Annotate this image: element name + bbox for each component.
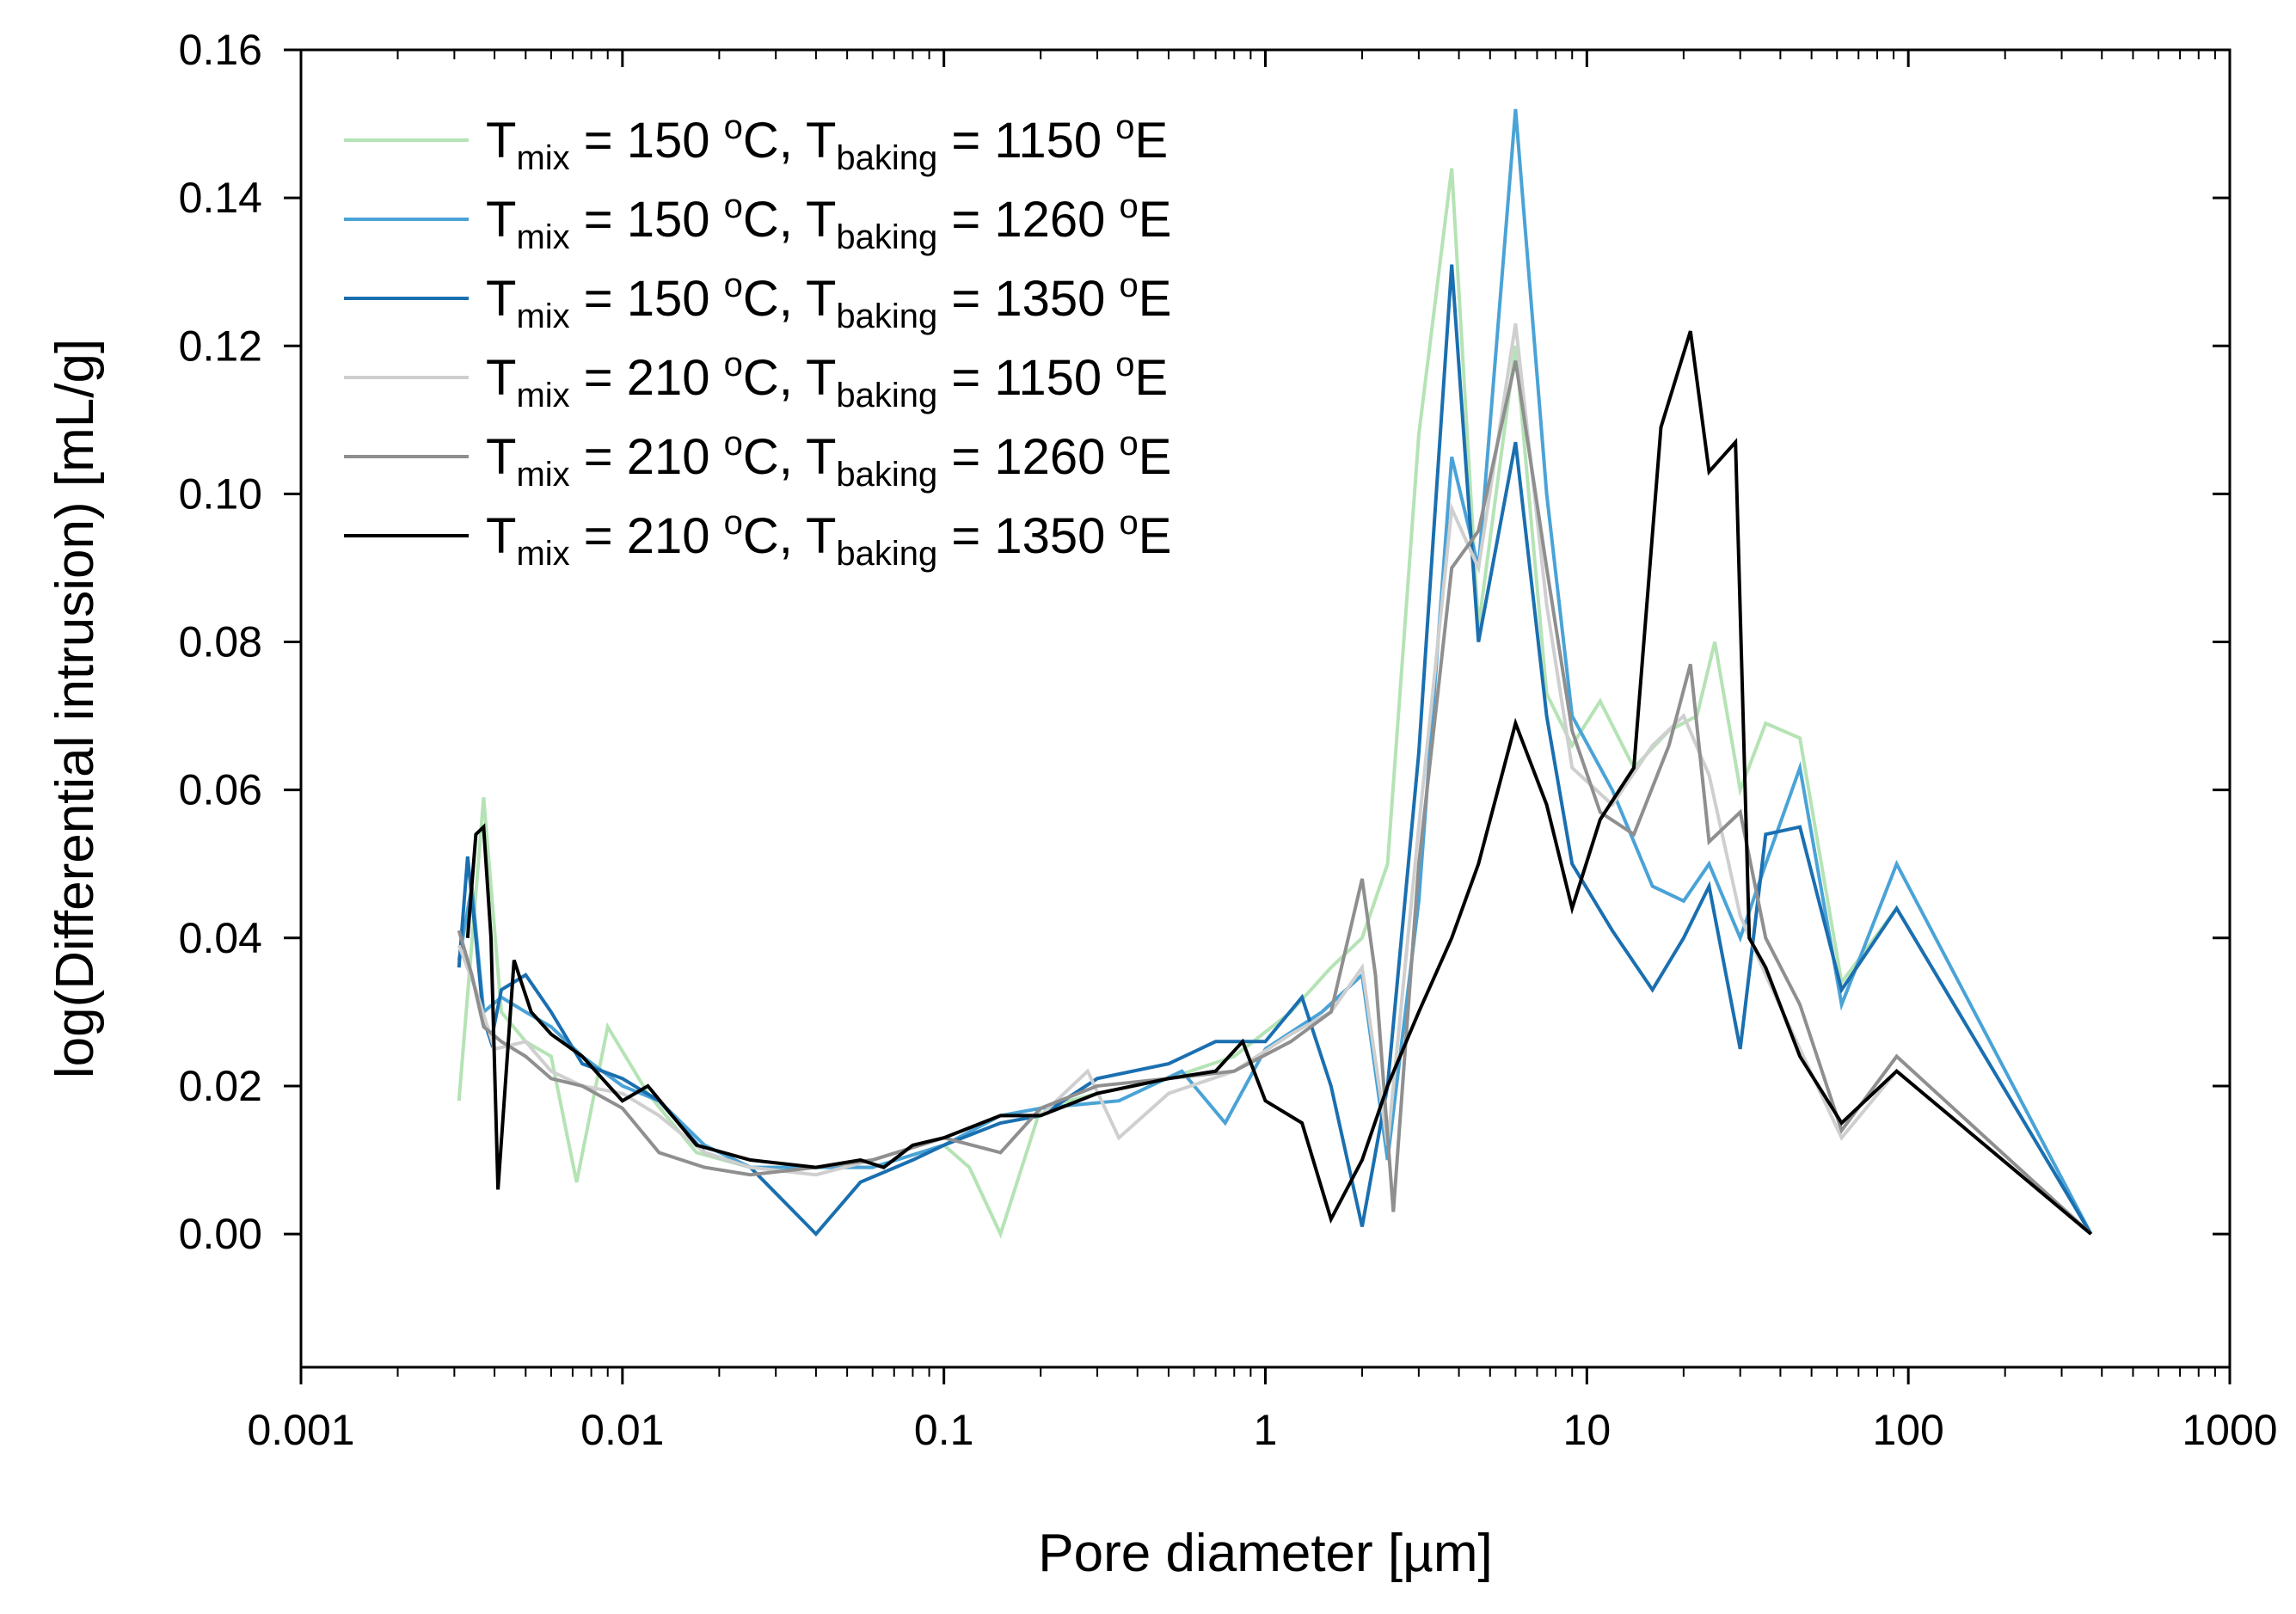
y-tick-label: 0.14	[179, 174, 262, 222]
axis-ticks: 0.001 0.01 0.1 1 10 100 1000 0.00 0.02 0.04 0.06 0.…	[179, 26, 2278, 1454]
plot-area-frame	[299, 48, 2232, 1369]
legend-label: Tmix = 210 oC, Tbaking = 1350 oE	[486, 504, 1171, 573]
legend-label-part: = 1350	[937, 508, 1119, 564]
legend-label: Tmix = 150 oC, Tbaking = 1150 oE	[486, 108, 1168, 177]
x-tick-label: 0.01	[580, 1406, 664, 1454]
legend-label-part: C, T	[743, 192, 837, 248]
legend-label: Tmix = 150 oC, Tbaking = 1350 oE	[486, 267, 1171, 335]
legend-label-part: = 1260	[937, 192, 1119, 248]
legend-label-part: mix	[516, 535, 569, 573]
legend-label-part: mix	[516, 218, 569, 256]
legend-label-part: E	[1139, 192, 1172, 248]
x-tick-label: 10	[1563, 1406, 1611, 1454]
legend-label-part: o	[1120, 187, 1139, 225]
legend-item-1: Tmix = 150 oC, Tbaking = 1150 oE	[344, 108, 1168, 177]
legend-label-part: mix	[516, 139, 569, 177]
legend-label: Tmix = 150 oC, Tbaking = 1260 oE	[486, 187, 1171, 256]
legend-label-part: C, T	[743, 113, 837, 169]
legend-item-3: Tmix = 150 oC, Tbaking = 1350 oE	[344, 267, 1171, 335]
legend-label-part: E	[1139, 508, 1172, 564]
legend-label-part: T	[486, 192, 516, 248]
legend-label-part: = 210	[570, 429, 724, 485]
legend-label-part: baking	[836, 535, 937, 573]
legend-label-part: T	[486, 508, 516, 564]
legend-label-part: C, T	[743, 508, 837, 564]
x-tick-label: 0.1	[914, 1406, 974, 1454]
legend-item-5: Tmix = 210 oC, Tbaking = 1260 oE	[344, 425, 1171, 494]
legend-label-part: o	[1120, 425, 1139, 463]
series-line-5	[457, 360, 2092, 1236]
legend-label-part: = 210	[570, 508, 724, 564]
legend-label-part: mix	[516, 298, 569, 335]
legend-label-part: T	[486, 271, 516, 327]
legend-label-part: mix	[516, 456, 569, 494]
data-series	[457, 108, 2093, 1239]
legend-label-part: baking	[836, 456, 937, 494]
legend-label-part: E	[1139, 271, 1172, 327]
series-line-6	[465, 330, 2092, 1236]
legend-label-part: o	[1120, 267, 1139, 304]
y-tick-label: 0.06	[179, 766, 262, 814]
legend-item-6: Tmix = 210 oC, Tbaking = 1350 oE	[344, 504, 1171, 573]
legend-label: Tmix = 210 oC, Tbaking = 1260 oE	[486, 425, 1171, 494]
x-tick-label: 1	[1254, 1406, 1278, 1454]
legend-label-part: C, T	[743, 429, 837, 485]
legend-item-2: Tmix = 150 oC, Tbaking = 1260 oE	[344, 187, 1171, 256]
legend-label-part: baking	[836, 377, 937, 414]
legend-label-part: mix	[516, 377, 569, 414]
legend-label-part: T	[486, 113, 516, 169]
legend-label-part: C, T	[743, 271, 837, 327]
y-tick-label: 0.16	[179, 26, 262, 74]
legend-label: Tmix = 210 oC, Tbaking = 1150 oE	[486, 346, 1168, 414]
legend-label-part: = 1150	[937, 350, 1115, 406]
x-axis-title: Pore diameter [µm]	[1038, 1524, 1492, 1583]
legend-label-part: T	[486, 350, 516, 406]
y-tick-label: 0.08	[179, 618, 262, 666]
legend-label-part: o	[724, 504, 743, 542]
y-tick-label: 0.10	[179, 469, 262, 518]
legend-label-part: o	[1115, 346, 1134, 384]
legend-item-4: Tmix = 210 oC, Tbaking = 1150 oE	[344, 346, 1168, 414]
legend-label-part: o	[724, 187, 743, 225]
series-line-3	[457, 264, 2093, 1237]
legend-label-part: = 1150	[937, 113, 1115, 169]
legend-label-part: E	[1139, 429, 1172, 485]
legend-label-part: = 150	[570, 271, 724, 327]
y-tick-label: 0.12	[179, 322, 262, 370]
legend-label-part: C, T	[743, 350, 837, 406]
legend-label-part: E	[1134, 113, 1168, 169]
legend-label-part: o	[724, 425, 743, 463]
x-tick-label: 0.001	[247, 1406, 354, 1454]
legend-label-part: o	[724, 108, 743, 146]
legend-label-part: o	[724, 267, 743, 304]
legend-label-part: o	[724, 346, 743, 384]
legend-label-part: = 150	[570, 192, 724, 248]
legend-label-part: = 1260	[937, 429, 1119, 485]
legend-label-part: baking	[836, 298, 937, 335]
legend-label-part: o	[1115, 108, 1134, 146]
legend-label-part: T	[486, 429, 516, 485]
y-axis-title: log(Differential intrusion) [mL/g]	[46, 339, 105, 1078]
legend-label-part: o	[1120, 504, 1139, 542]
x-tick-label: 1000	[2182, 1406, 2277, 1454]
legend-label-part: baking	[836, 218, 937, 256]
legend-label-part: E	[1134, 350, 1168, 406]
x-tick-label: 100	[1872, 1406, 1943, 1454]
legend-label-part: = 210	[570, 350, 724, 406]
legend-label-part: baking	[836, 139, 937, 177]
y-tick-label: 0.02	[179, 1062, 262, 1110]
legend-label-part: = 150	[570, 113, 724, 169]
y-tick-label: 0.00	[179, 1210, 262, 1258]
y-tick-label: 0.04	[179, 914, 262, 962]
legend-label-part: = 1350	[937, 271, 1119, 327]
